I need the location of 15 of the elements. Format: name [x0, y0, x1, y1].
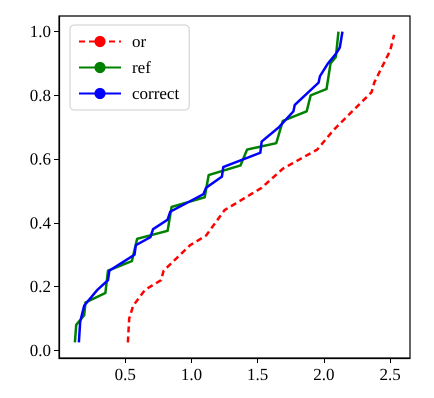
x-tick-label: 2.5: [380, 365, 401, 384]
y-tick-label: 0.0: [30, 340, 51, 360]
y-tick-label: 0.2: [30, 277, 51, 296]
y-tick-label: 0.8: [30, 86, 51, 105]
legend-label: ref: [132, 58, 152, 77]
x-tick-label: 2.0: [313, 365, 335, 384]
x-tick-label: 1.5: [247, 365, 268, 384]
y-tick-label: 0.4: [30, 213, 52, 232]
legend-label: or: [132, 32, 146, 51]
line-series: [126, 34, 396, 344]
x-tick-label: 1.0: [180, 365, 202, 384]
legend-label: correct: [132, 84, 180, 103]
y-tick-label: 1.0: [30, 22, 51, 42]
y-tick-label: 0.6: [30, 150, 51, 169]
x-tick-label: 0.5: [114, 365, 136, 384]
